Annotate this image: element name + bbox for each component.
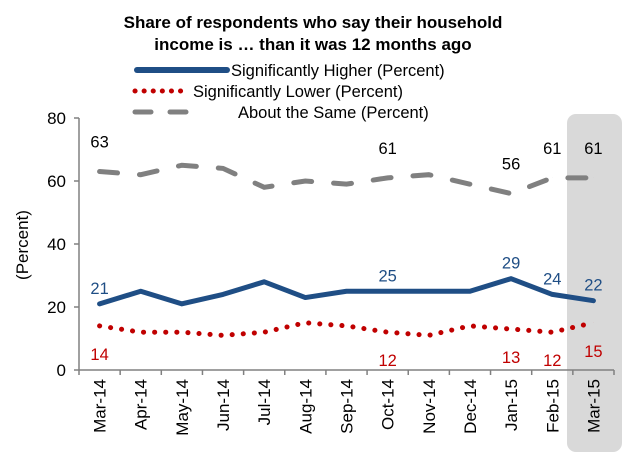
data-label: 61 bbox=[378, 140, 396, 158]
data-label: 15 bbox=[584, 343, 602, 361]
x-tick-label: Nov-14 bbox=[420, 379, 439, 434]
data-label: 13 bbox=[502, 349, 520, 367]
data-labels: 21 25 29 24 22 14 12 13 12 15 63 61 56 61 61 bbox=[90, 134, 602, 371]
y-axis-title: (Percent) bbox=[13, 210, 32, 280]
x-tick-label: May-14 bbox=[173, 379, 192, 436]
data-label: 61 bbox=[543, 140, 561, 158]
data-label: 22 bbox=[584, 277, 602, 295]
x-tick-label: Jun-14 bbox=[214, 379, 233, 431]
data-label: 12 bbox=[378, 352, 396, 370]
data-label: 12 bbox=[543, 352, 561, 370]
legend: Significantly Higher (Percent) Significa… bbox=[132, 62, 445, 122]
y-tick-label: 0 bbox=[57, 361, 66, 380]
y-tick-label: 80 bbox=[47, 109, 66, 128]
highlight-box bbox=[567, 114, 622, 452]
y-tick-label: 60 bbox=[47, 172, 66, 191]
y-tick-label: 40 bbox=[47, 235, 66, 254]
x-tick-label: Sep-14 bbox=[338, 379, 357, 434]
chart-title: Share of respondents who say their house… bbox=[124, 13, 503, 54]
data-label: 29 bbox=[502, 255, 520, 273]
series-line-dotted bbox=[97, 320, 596, 338]
axes: 0 20 40 60 80 Mar-14 Apr-14 May-14 Jun-14 Jul-14 A… bbox=[47, 109, 615, 436]
legend-label-lower: Significantly Lower (Percent) bbox=[193, 83, 403, 101]
x-tick-label: Jul-14 bbox=[255, 379, 274, 425]
x-tick-label: Mar-14 bbox=[91, 379, 110, 433]
legend-label-same: About the Same (Percent) bbox=[238, 104, 429, 122]
data-label: 24 bbox=[543, 270, 561, 288]
x-tick-label: Apr-14 bbox=[132, 379, 151, 430]
x-tick-label: Dec-14 bbox=[461, 379, 480, 434]
x-tick-label: Feb-15 bbox=[543, 379, 562, 433]
x-tick-label: Jan-15 bbox=[502, 379, 521, 431]
data-label: 63 bbox=[90, 134, 108, 152]
x-tick-label: Oct-14 bbox=[379, 379, 398, 430]
legend-label-higher: Significantly Higher (Percent) bbox=[231, 62, 445, 80]
x-tick-label: Aug-14 bbox=[296, 379, 315, 434]
chart-title-line-2: income is … than it was 12 months ago bbox=[154, 35, 471, 54]
data-label: 56 bbox=[502, 156, 520, 174]
series-layer bbox=[97, 162, 596, 338]
chart-title-line-1: Share of respondents who say their house… bbox=[124, 13, 503, 32]
data-label: 25 bbox=[378, 267, 396, 285]
data-label: 14 bbox=[90, 346, 108, 364]
x-tick-label: Mar-15 bbox=[584, 379, 603, 433]
y-tick-label: 20 bbox=[47, 298, 66, 317]
data-label: 61 bbox=[584, 140, 602, 158]
data-label: 21 bbox=[90, 280, 108, 298]
